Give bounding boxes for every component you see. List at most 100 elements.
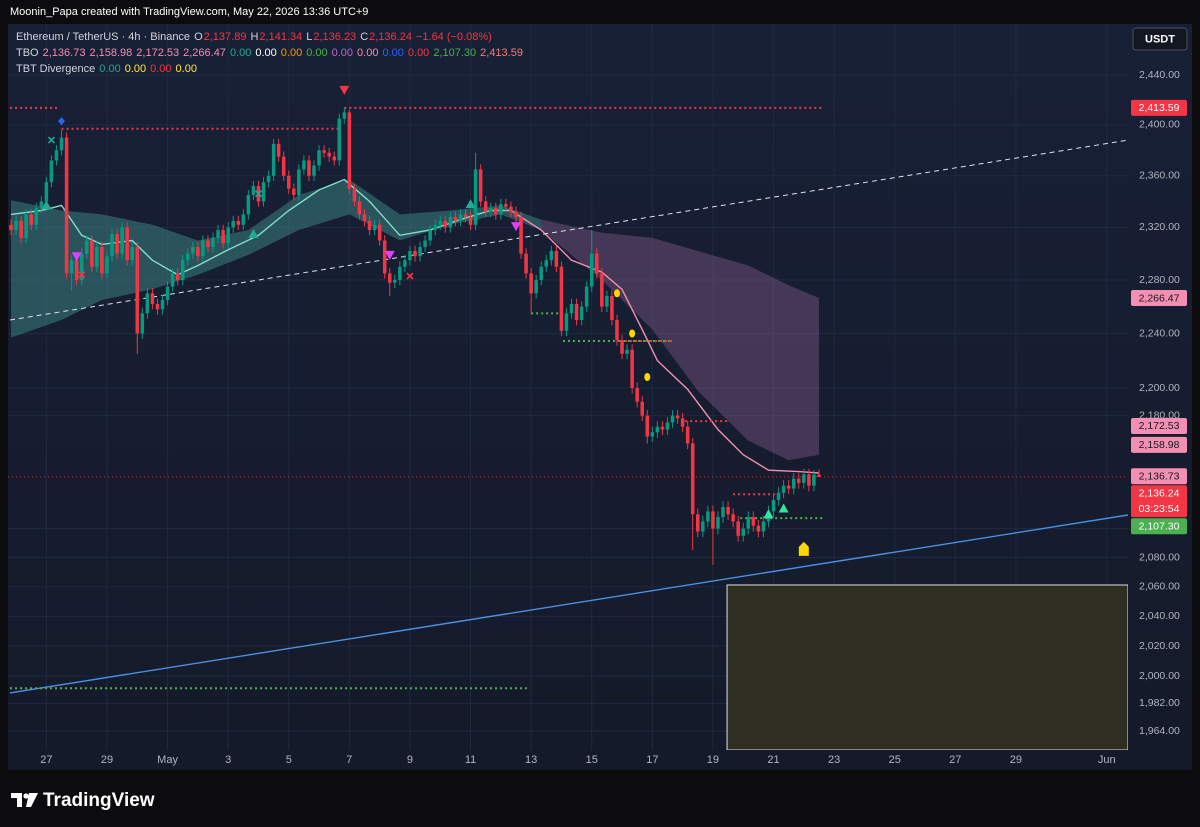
candle-body — [69, 260, 74, 274]
candle-body — [145, 293, 150, 314]
y-tick-label: 2,440.00 — [1139, 69, 1180, 81]
candle-body — [115, 233, 119, 254]
candle-body — [630, 349, 634, 388]
marker — [254, 190, 263, 198]
price-tag-label: 2,413.59 — [1139, 102, 1180, 114]
candle-body — [24, 214, 28, 238]
x-tick-label: 13 — [525, 754, 537, 766]
marker — [629, 329, 636, 338]
candle-body — [362, 214, 367, 221]
x-tick-label: 9 — [407, 754, 413, 766]
price-tag — [1131, 485, 1187, 518]
candle-body — [170, 273, 175, 287]
y-tick-label: 2,040.00 — [1139, 610, 1180, 622]
candle-body — [549, 250, 554, 261]
indicator-value: 0.00 — [331, 47, 354, 59]
candle-body — [377, 224, 382, 241]
candle-body — [731, 514, 735, 522]
candle-body — [539, 266, 544, 281]
candle-body — [605, 295, 609, 307]
candle-body — [19, 220, 23, 238]
candle-body — [615, 320, 619, 341]
candle-body — [685, 426, 690, 444]
x-tick-label: May — [157, 754, 178, 766]
candle-body — [367, 220, 372, 231]
candle-body — [680, 418, 685, 427]
indicator-value: 0.00 — [229, 47, 252, 59]
y-tick-label: 2,400.00 — [1139, 119, 1180, 131]
candle-body — [54, 150, 59, 161]
candle-body — [231, 220, 235, 228]
candle-body — [292, 188, 296, 196]
candle-body — [564, 313, 569, 331]
x-tick-label: 27 — [40, 754, 52, 766]
marker — [78, 271, 86, 279]
candle-body — [645, 415, 650, 437]
ohlc-key: C — [360, 31, 369, 43]
candle-body — [352, 188, 357, 202]
candle-body — [428, 230, 432, 241]
marker — [339, 85, 350, 95]
candle-body — [802, 474, 806, 483]
candle-body — [711, 511, 715, 529]
indicator-value: 2,172.53 — [136, 47, 180, 59]
candle-body — [569, 303, 574, 314]
candle-body — [105, 256, 109, 274]
candle-body — [312, 165, 316, 176]
candle-body — [185, 253, 190, 261]
candle-body — [130, 247, 134, 261]
candle-body — [180, 260, 185, 281]
candle-body — [393, 280, 397, 283]
y-tick-label: 2,280.00 — [1139, 274, 1180, 286]
candle-body — [120, 227, 124, 254]
candle-body — [327, 152, 331, 157]
ohlc-value: 2,136.24 — [369, 31, 412, 43]
price-tag — [1131, 99, 1187, 116]
marker — [384, 250, 395, 260]
logo: TradingView — [11, 790, 155, 811]
candle-body — [625, 349, 629, 354]
indicator-value: 2,158.98 — [89, 47, 133, 59]
indicator-value: 0.00 — [382, 47, 404, 59]
candle-body — [756, 525, 761, 532]
candle-body — [554, 250, 559, 267]
price-tag-label: 2,136.24 — [1139, 487, 1180, 499]
x-tick-label: 27 — [949, 754, 961, 766]
indicator-legend: TBT Divergence 0.00 0.00 0.00 0.00 — [16, 61, 527, 77]
candle-body — [221, 230, 225, 244]
x-tick-label: 15 — [586, 754, 598, 766]
candle-body — [125, 227, 129, 261]
candle-body — [665, 422, 670, 430]
candle-body — [281, 156, 286, 176]
currency[interactable]: USDT — [1145, 33, 1175, 45]
candle-body — [771, 499, 776, 512]
candle-body — [519, 217, 523, 254]
candle-body — [251, 186, 256, 196]
currency-box[interactable] — [1132, 27, 1188, 51]
indicator-value: 2,136.73 — [42, 47, 86, 59]
candle-body — [382, 240, 387, 274]
candle-body — [398, 266, 402, 281]
indicator-value: 0.00 — [255, 47, 277, 59]
candle-body — [175, 273, 180, 281]
candle-body — [751, 517, 756, 526]
candle-body — [357, 201, 362, 215]
candle-body — [317, 150, 321, 166]
candle-body — [635, 387, 639, 402]
indicator-value: 0.00 — [357, 47, 379, 59]
candle-body — [39, 201, 44, 208]
candle-body — [216, 230, 220, 238]
candle-body — [741, 528, 745, 536]
candle-body — [584, 286, 589, 307]
x-tick-label: 19 — [707, 754, 719, 766]
candle-body — [271, 143, 276, 176]
marker — [778, 503, 789, 513]
candle-body — [241, 214, 246, 225]
indicator-value: 0.00 — [280, 47, 303, 59]
candle-body — [261, 182, 266, 202]
candle-body — [413, 250, 417, 257]
candle-body — [524, 253, 528, 274]
candle-body — [160, 299, 165, 310]
credit: Moonin_Papa created with TradingView.com… — [10, 6, 368, 18]
